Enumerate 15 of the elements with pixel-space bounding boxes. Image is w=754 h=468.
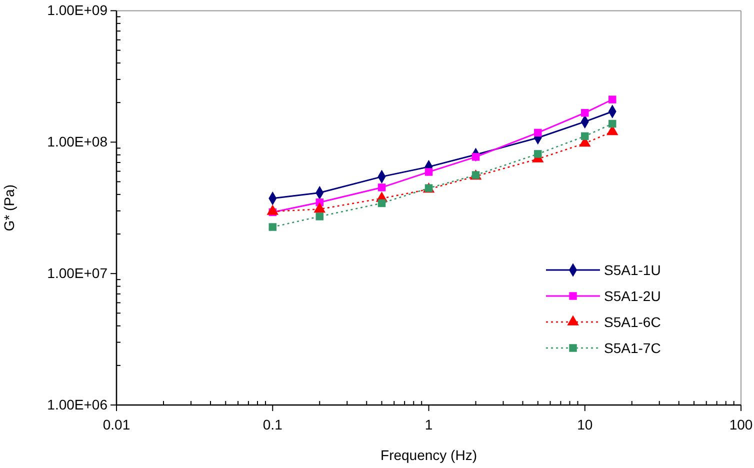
y-axis-title: G* (Pa) xyxy=(1,184,17,232)
x-tick-label: 1 xyxy=(424,416,433,432)
legend-label: S5A1-2U xyxy=(604,288,661,304)
legend-label: S5A1-6C xyxy=(604,314,661,330)
x-tick-label: 0.1 xyxy=(262,416,283,432)
y-tick-label: 1.00E+09 xyxy=(47,2,108,18)
legend-label: S5A1-1U xyxy=(604,262,661,278)
x-tick-label: 0.01 xyxy=(102,416,130,432)
x-tick-label: 10 xyxy=(577,416,593,432)
y-tick-label: 1.00E+07 xyxy=(47,265,108,282)
y-tick-label: 1.00E+06 xyxy=(47,396,108,412)
x-axis-title: Frequency (Hz) xyxy=(380,447,477,463)
x-tick-label: 100 xyxy=(729,416,753,432)
y-tick-label: 1.00E+08 xyxy=(47,134,108,150)
legend-label: S5A1-7C xyxy=(604,340,661,356)
